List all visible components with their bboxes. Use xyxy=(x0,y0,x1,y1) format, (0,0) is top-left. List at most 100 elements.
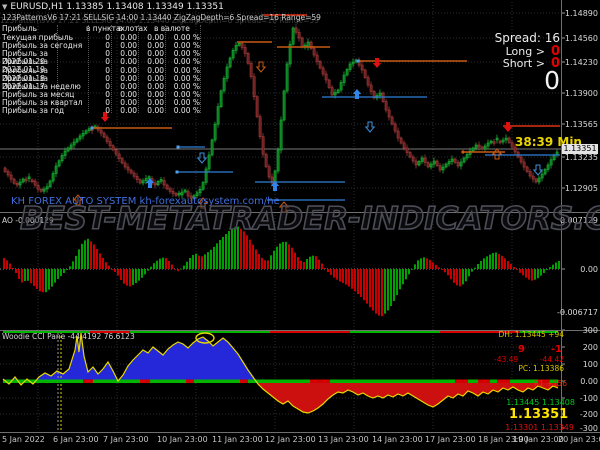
profit-cell: 0.00 xyxy=(120,73,137,83)
profit-cell: Прибыль за сегодня xyxy=(2,41,83,51)
profit-cell: Прибыль за 2022.01.17 xyxy=(2,73,49,91)
profit-cell: 0 xyxy=(105,49,110,59)
profit-cell: 0.00 % xyxy=(173,41,200,51)
cci-values: -43.49 -44.42 xyxy=(494,355,564,364)
long-count-value: 0 xyxy=(550,44,560,59)
profit-cell: 0.00 xyxy=(120,65,137,75)
separator-price-axis[interactable] xyxy=(561,0,562,432)
profit-cell: 0.00 % xyxy=(173,49,200,59)
profit-cell: 0.00 xyxy=(147,98,164,108)
signal-down-arrow-icon xyxy=(255,61,267,73)
ao-panel-label: AO -0.000129 xyxy=(2,216,54,225)
profit-cell: 0 xyxy=(105,33,110,42)
gridlines xyxy=(0,2,565,431)
profit-cell: 0.00 xyxy=(120,98,137,108)
profit-cell: 0.00 % xyxy=(173,73,200,83)
profit-cell: 0.00 xyxy=(147,41,164,51)
price-axis-label: 1.14230 xyxy=(564,58,598,67)
signal-up-arrow-icon xyxy=(72,194,84,206)
profit-cell: 0 xyxy=(105,106,110,116)
symbol-ohlc-line: EURUSD,H1 1.13385 1.13408 1.13349 1.1335… xyxy=(10,2,224,12)
big-price-readout: 1.13351 xyxy=(509,407,569,422)
signal-down-arrow-icon xyxy=(196,152,208,164)
cci-axis-label: 100 xyxy=(582,360,598,369)
column-divider xyxy=(200,25,201,113)
price-axis-label: 1.14890 xyxy=(564,9,598,18)
separator-cci-timeaxis[interactable] xyxy=(0,432,600,433)
profit-row: Текущая прибыль 0 0.00 0.00 0.00 % xyxy=(2,34,208,42)
daily-high-readout: DH: 1.13445 +94 xyxy=(498,330,564,339)
profit-row: Прибыль за месяц 0 0.00 0.00 0.00 % xyxy=(2,91,208,99)
column-divider xyxy=(165,25,166,113)
profit-cell: Текущая прибыль xyxy=(2,33,74,42)
signal-up-arrow-icon xyxy=(491,148,503,160)
profit-cell: 0 xyxy=(105,90,110,100)
signal-down-arrow-icon xyxy=(532,164,544,176)
column-divider xyxy=(88,25,89,113)
time-axis[interactable]: 5 Jan 2022 6 Jan 23:00 7 Jan 23:00 10 Jan 2… xyxy=(0,433,600,450)
profit-cell: 0.00 xyxy=(120,41,137,51)
profit-cell: 0.00 xyxy=(147,65,164,75)
brand-link[interactable]: KH FOREX AUTO SYSTEM kh-forexautosystem.… xyxy=(11,196,280,207)
signal-line-ghost: 123PatternsV6 17:21 SELLSIG 14:00 1.1344… xyxy=(0,16,319,25)
price-axis-label: 1.12905 xyxy=(564,184,598,193)
ao-histogram xyxy=(3,226,560,317)
profit-cell: 0.00 xyxy=(120,106,137,116)
cci-axis-label: -200 xyxy=(579,410,598,419)
time-axis-label: 6 Jan 23:00 xyxy=(53,435,99,444)
profit-cell: 0.00 xyxy=(120,49,137,59)
price-axis[interactable]: 1.13351 1.14890 1.14560 1.14230 1.13900 1.13… xyxy=(557,0,600,433)
long-counter: Long >0 xyxy=(505,44,560,59)
ao-axis-label: -0.006717 xyxy=(556,308,598,317)
buy-arrow-icon xyxy=(270,181,280,191)
sell-arrow-icon xyxy=(100,112,110,122)
profit-cell: Прибыль за 2022.01.18 xyxy=(2,65,49,83)
separator-ao-cci[interactable] xyxy=(0,330,600,331)
cci-axis-label: -100 xyxy=(579,394,598,403)
column-header: в пунктах xyxy=(86,24,125,33)
time-axis-label: 17 Jan 23:00 xyxy=(425,435,476,444)
column-header: Прибыль xyxy=(2,24,38,33)
cci-panel-label: Woodie CCI Pane -44.4192 76.6123 xyxy=(2,332,135,341)
ao-axis-label: 0.00 xyxy=(580,265,598,274)
profit-cell: 0.00 xyxy=(120,90,137,100)
profit-cell: 0 xyxy=(105,65,110,75)
current-price-tag: 1.13351 xyxy=(562,144,598,154)
profit-cell: 0.00 % xyxy=(173,106,200,116)
time-axis-label: 11 Jan 23:00 xyxy=(212,435,263,444)
profit-row: Прибыль за 2022.01.19 0 0.00 0.00 0.00 % xyxy=(2,57,208,74)
profit-cell: Прибыль за 2022.01.20 xyxy=(2,49,49,67)
pivot-close-readout: PC: 1.13386 xyxy=(518,364,564,373)
signal-counters: 9 -1 xyxy=(518,344,562,355)
profit-cell: 0.00 xyxy=(147,81,164,91)
buy-arrow-icon xyxy=(352,89,362,99)
price-axis-label: 1.13235 xyxy=(564,153,598,162)
profit-cell: 0 xyxy=(105,73,110,83)
profit-cell: Прибыль за месяц xyxy=(2,90,75,100)
price-axis-label: 1.13900 xyxy=(564,89,598,98)
profit-cell: 0.00 xyxy=(120,57,137,67)
spread-block: Spread: 16 Long >0 Short >0 0 xyxy=(420,30,560,100)
profit-cell: Прибыль за квартал xyxy=(2,98,83,108)
time-axis-label: 10 Jan 23:00 xyxy=(157,435,208,444)
separator-main-ao[interactable] xyxy=(0,212,600,213)
price-axis-label: 1.14560 xyxy=(564,34,598,43)
column-header: в лотах xyxy=(118,24,148,33)
time-axis-label: 12 Jan 23:00 xyxy=(265,435,316,444)
profit-row: Прибыль за неделю 0 0.00 0.00 0.00 % xyxy=(2,81,208,91)
chart-header: ▼ EURUSD,H1 1.13385 1.13408 1.13349 1.133… xyxy=(2,2,224,12)
spread-value: Spread: 16 xyxy=(494,31,560,45)
price-pair-red: 1.13301 1.13349 xyxy=(505,423,574,432)
ao-axis-label: 0.007129 xyxy=(559,216,598,225)
cci-axis-label: 200 xyxy=(582,343,598,352)
buy-arrow-icon xyxy=(145,178,155,188)
trade-markers xyxy=(72,14,560,213)
column-divider xyxy=(111,25,112,113)
time-axis-label: 14 Jan 23:00 xyxy=(372,435,423,444)
profit-row: Прибыль за сегодня 0 0.00 0.00 0.00 % xyxy=(2,42,208,50)
profit-cell: 0.00 xyxy=(120,33,137,42)
profit-row: Прибыль за 2022.01.17 0 0.00 0.00 0.00 % xyxy=(2,73,208,90)
profit-cell: 0.00 % xyxy=(173,98,200,108)
symbol-collapse-icon[interactable]: ▼ xyxy=(2,3,8,11)
